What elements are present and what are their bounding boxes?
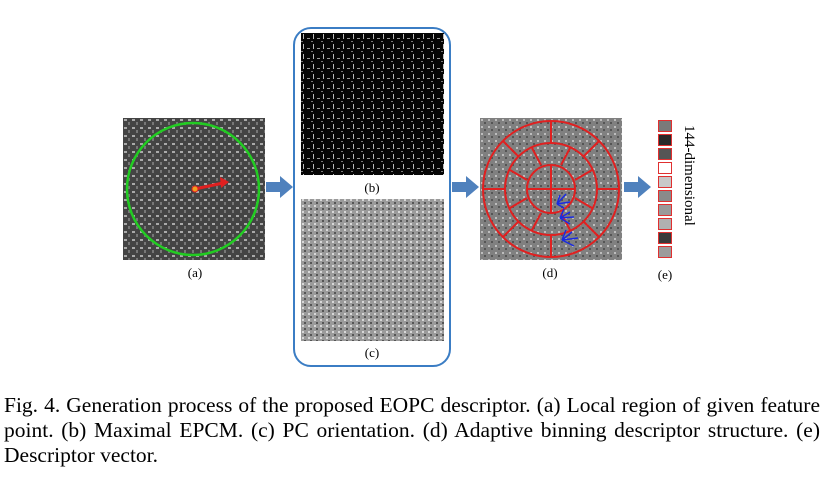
bc-frame <box>293 27 451 367</box>
vector-cell <box>658 176 672 188</box>
main-orientation-arrow <box>194 181 224 191</box>
vector-cell <box>658 218 672 230</box>
feature-point <box>191 185 199 193</box>
arrow-a-to-bc <box>266 176 293 198</box>
label-e: (e) <box>657 267 673 282</box>
arrow-d-to-e <box>624 176 651 198</box>
local-region-graphic <box>123 118 265 260</box>
descriptor-vector <box>658 120 672 262</box>
pc-orientation-image <box>301 199 444 341</box>
maximal-epcm-image <box>301 33 444 175</box>
orientation-histograms <box>556 193 579 247</box>
vector-cell <box>658 162 672 174</box>
binning-grid <box>482 120 620 258</box>
vector-cell <box>658 134 672 146</box>
vector-cell <box>658 246 672 258</box>
vector-cell <box>658 204 672 216</box>
local-region-circle <box>125 121 261 257</box>
label-d: (d) <box>542 265 558 280</box>
local-region-image <box>123 118 265 260</box>
vector-dimension-label: 144-dimensional <box>681 125 697 226</box>
vector-cell <box>658 148 672 160</box>
label-a: (a) <box>187 265 203 280</box>
arrow-bc-to-d <box>452 176 479 198</box>
vector-cell <box>658 232 672 244</box>
adaptive-binning-image <box>480 118 622 260</box>
vector-cell <box>658 120 672 132</box>
label-c: (c) <box>364 345 380 360</box>
vector-cell <box>658 190 672 202</box>
figure-caption: Fig. 4. Generation process of the propos… <box>4 393 820 467</box>
label-b: (b) <box>364 180 380 195</box>
